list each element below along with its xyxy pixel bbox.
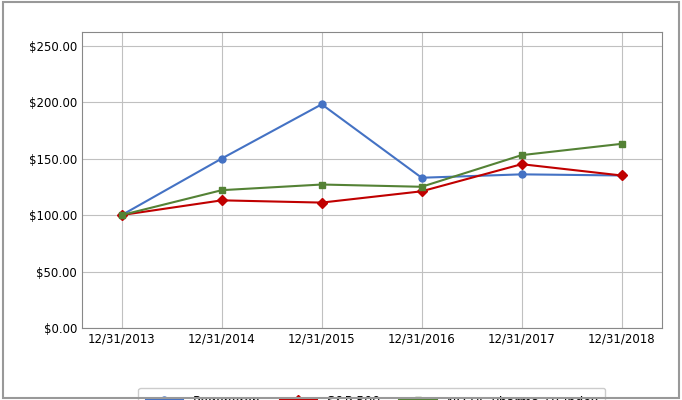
- Regeneron: [617, 173, 625, 178]
- Line: Regeneron: Regeneron: [119, 101, 625, 218]
- NQ US Pharma TR Index: [518, 153, 526, 158]
- NQ US Pharma TR Index: [218, 188, 226, 192]
- NQ US Pharma TR Index: [318, 182, 326, 187]
- S&P 500: [518, 162, 526, 166]
- Regeneron: [417, 175, 426, 180]
- Regeneron: [318, 102, 326, 107]
- Regeneron: [218, 156, 226, 161]
- Line: NQ US Pharma TR Index: NQ US Pharma TR Index: [119, 140, 625, 218]
- S&P 500: [118, 213, 126, 218]
- S&P 500: [218, 198, 226, 203]
- Line: S&P 500: S&P 500: [119, 161, 625, 218]
- S&P 500: [417, 189, 426, 194]
- Regeneron: [518, 172, 526, 177]
- NQ US Pharma TR Index: [118, 213, 126, 218]
- S&P 500: [617, 173, 625, 178]
- Regeneron: [118, 213, 126, 218]
- S&P 500: [318, 200, 326, 205]
- NQ US Pharma TR Index: [417, 184, 426, 189]
- NQ US Pharma TR Index: [617, 142, 625, 146]
- Legend: Regeneron, S&P 500, NQ US Pharma TR Index: Regeneron, S&P 500, NQ US Pharma TR Inde…: [138, 388, 605, 400]
